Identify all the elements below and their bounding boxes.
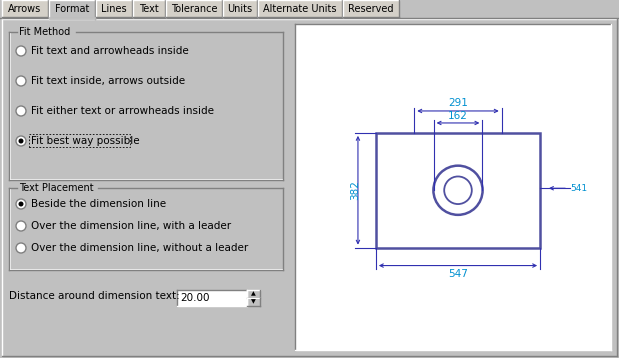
Text: Fit Method: Fit Method <box>19 27 70 37</box>
Bar <box>166 0 222 17</box>
Bar <box>343 0 399 17</box>
Bar <box>133 0 165 17</box>
Circle shape <box>16 106 26 116</box>
Bar <box>295 24 611 350</box>
Bar <box>177 290 247 306</box>
Text: Tolerance: Tolerance <box>171 4 217 14</box>
Bar <box>96 0 132 17</box>
Text: Over the dimension line, with a leader: Over the dimension line, with a leader <box>31 221 231 231</box>
Text: Text: Text <box>139 4 159 14</box>
Circle shape <box>19 139 24 144</box>
Circle shape <box>16 76 26 86</box>
Bar <box>247 298 260 306</box>
Bar <box>29 134 130 147</box>
Text: 291: 291 <box>448 98 468 108</box>
Text: Text Placement: Text Placement <box>19 183 93 193</box>
Text: 541: 541 <box>570 184 587 193</box>
Text: ▲: ▲ <box>251 291 256 296</box>
Circle shape <box>19 202 24 207</box>
Text: Fit text and arrowheads inside: Fit text and arrowheads inside <box>31 46 189 56</box>
Bar <box>258 0 342 17</box>
Bar <box>49 0 95 19</box>
Text: Beside the dimension line: Beside the dimension line <box>31 199 166 209</box>
Text: Distance around dimension text:: Distance around dimension text: <box>9 291 180 301</box>
Circle shape <box>16 243 26 253</box>
Text: Arrows: Arrows <box>9 4 41 14</box>
Text: Alternate Units: Alternate Units <box>263 4 337 14</box>
Bar <box>296 25 610 349</box>
Text: 547: 547 <box>448 268 468 279</box>
Circle shape <box>16 136 26 146</box>
Text: Lines: Lines <box>101 4 127 14</box>
Text: Over the dimension line, without a leader: Over the dimension line, without a leade… <box>31 243 248 253</box>
Bar <box>376 133 540 248</box>
Text: 20.00: 20.00 <box>180 293 209 303</box>
Text: Fit either text or arrowheads inside: Fit either text or arrowheads inside <box>31 106 214 116</box>
Text: Fit text inside, arrows outside: Fit text inside, arrows outside <box>31 76 185 86</box>
Bar <box>247 290 260 298</box>
Bar <box>223 0 257 17</box>
Text: 162: 162 <box>448 111 468 121</box>
Bar <box>2 0 48 17</box>
Circle shape <box>16 199 26 209</box>
Text: Units: Units <box>227 4 253 14</box>
Circle shape <box>16 46 26 56</box>
Text: Format: Format <box>55 5 89 15</box>
Text: Fit best way possible: Fit best way possible <box>31 136 140 146</box>
Circle shape <box>16 221 26 231</box>
Text: 382: 382 <box>350 180 360 200</box>
Text: Reserved: Reserved <box>348 4 394 14</box>
Text: ▼: ▼ <box>251 300 256 305</box>
